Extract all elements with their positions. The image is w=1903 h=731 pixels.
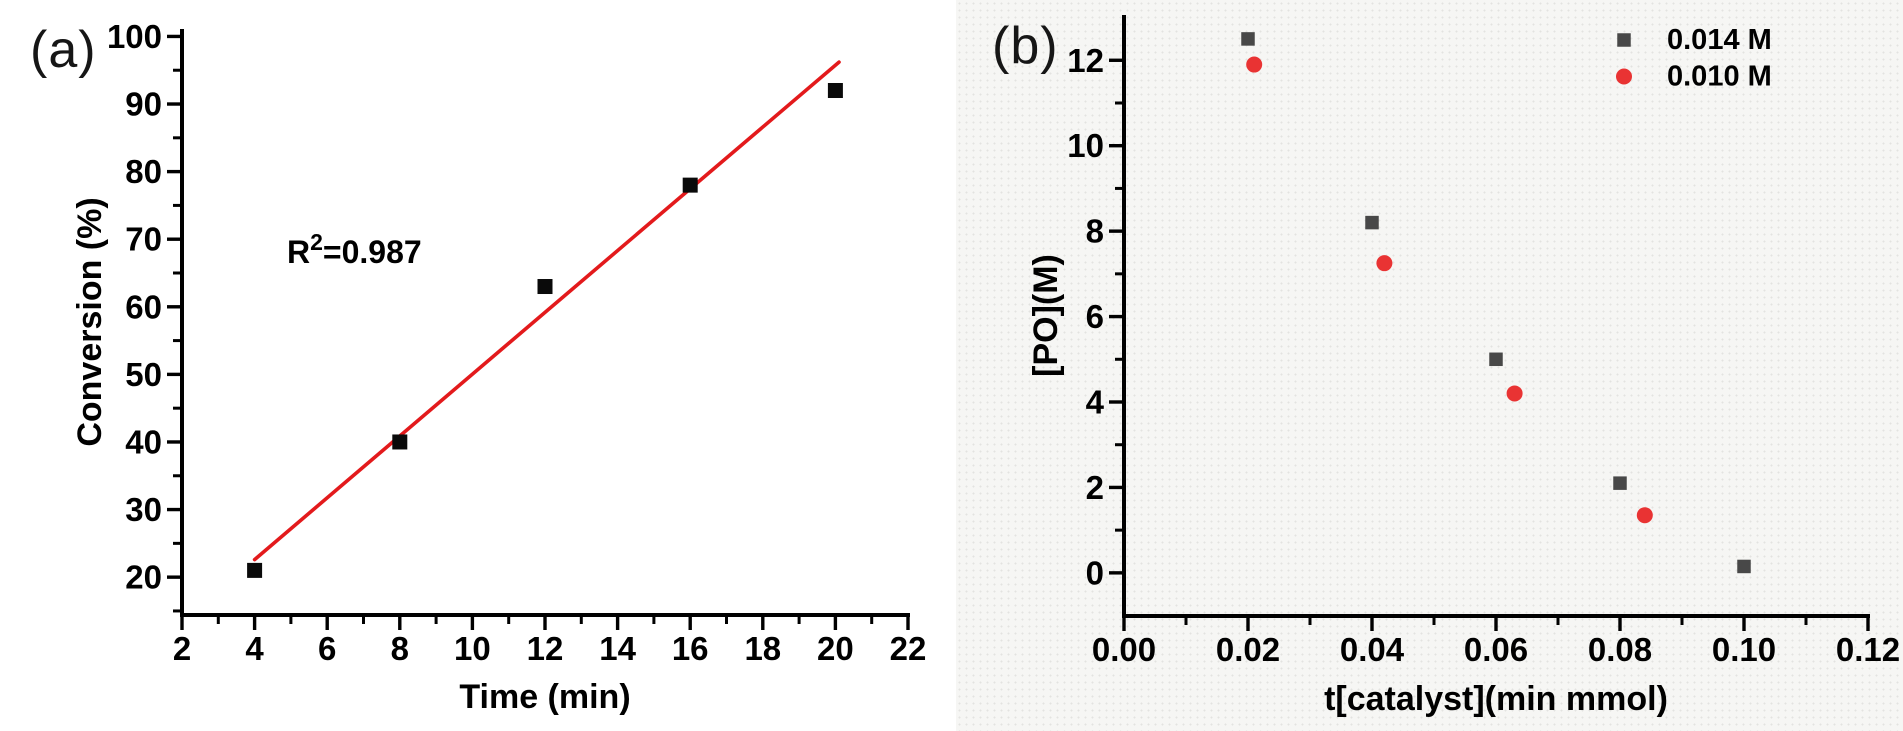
data-point-square: [1365, 215, 1379, 230]
x-tick-label: 22: [890, 630, 927, 667]
y-tick-label: 30: [125, 491, 162, 528]
x-axis-label: t[catalyst](min mmol): [1324, 680, 1668, 718]
data-point-circle: [1636, 507, 1653, 524]
legend-marker-square: [1617, 33, 1631, 47]
data-point-square: [1241, 32, 1255, 46]
data-point-square: [1737, 559, 1751, 574]
x-tick-label: 0.06: [1464, 631, 1528, 668]
legend-marker-circle: [1616, 68, 1632, 85]
r-squared-annotation: R2=0.987: [287, 229, 422, 270]
y-tick-label: 8: [1086, 213, 1104, 250]
x-tick-label: 6: [318, 630, 336, 667]
panel-b-tag: (b): [992, 17, 1059, 75]
x-axis-label: Time (min): [459, 678, 630, 716]
data-point-square: [1613, 476, 1627, 490]
y-tick-label: 4: [1086, 383, 1105, 420]
y-tick-label: 60: [125, 288, 162, 325]
x-tick-label: 0.00: [1092, 631, 1156, 668]
x-tick-label: 8: [391, 630, 409, 667]
y-tick-label: 80: [125, 153, 162, 190]
data-point-square: [827, 83, 843, 99]
data-point-square: [682, 177, 698, 193]
x-tick-label: 18: [744, 630, 781, 667]
data-point-circle: [1506, 385, 1523, 402]
y-tick-label: 0: [1086, 554, 1104, 591]
y-tick-label: 70: [125, 221, 162, 258]
panel-a-tag: (a): [30, 21, 97, 79]
x-tick-label: 0.12: [1836, 631, 1900, 668]
panel-b-background: [956, 0, 1903, 731]
data-point-circle: [1376, 255, 1393, 272]
y-tick-label: 100: [107, 18, 162, 55]
x-tick-label: 0.10: [1712, 631, 1776, 668]
x-tick-label: 4: [245, 630, 264, 667]
data-point-circle: [1246, 56, 1263, 73]
legend-label: 0.014 M: [1667, 24, 1772, 56]
data-point-square: [1489, 352, 1503, 367]
fit-line: [252, 60, 841, 562]
x-tick-label: 2: [173, 630, 191, 667]
x-tick-label: 12: [527, 630, 564, 667]
y-tick-label: 50: [125, 356, 162, 393]
data-point-square: [392, 434, 408, 450]
y-tick-label: 20: [125, 559, 162, 596]
data-point-square: [247, 562, 263, 578]
x-tick-label: 0.02: [1216, 631, 1280, 668]
x-tick-label: 10: [454, 630, 491, 667]
y-axis-label: Conversion (%): [71, 197, 109, 446]
y-axis-label: [PO](M): [1027, 254, 1065, 377]
y-tick-label: 40: [125, 423, 162, 460]
y-tick-label: 2: [1086, 469, 1104, 506]
y-tick-label: 12: [1067, 42, 1104, 79]
y-tick-label: 10: [1067, 127, 1104, 164]
x-tick-label: 0.04: [1340, 631, 1405, 668]
x-tick-label: 20: [817, 630, 854, 667]
y-tick-label: 6: [1086, 298, 1104, 335]
data-point-square: [537, 279, 553, 295]
x-tick-label: 14: [599, 630, 636, 667]
x-tick-label: 16: [672, 630, 709, 667]
legend-label: 0.010 M: [1667, 61, 1772, 93]
y-tick-label: 90: [125, 86, 162, 123]
x-tick-label: 0.08: [1588, 631, 1652, 668]
